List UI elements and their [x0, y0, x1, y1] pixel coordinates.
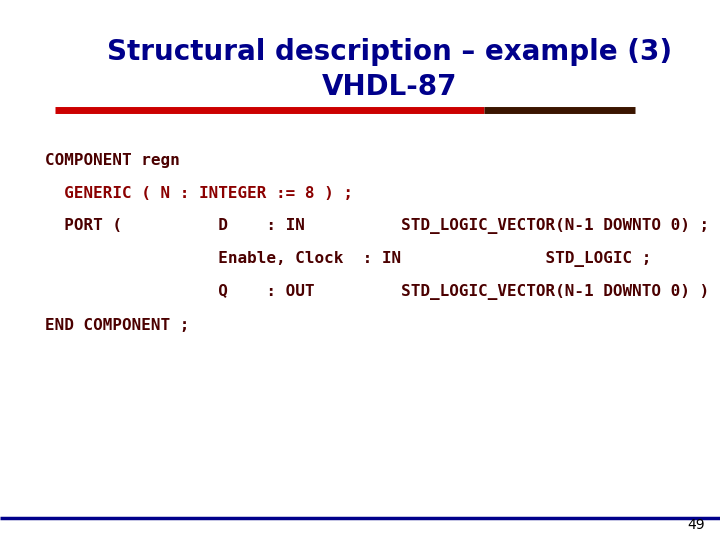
- Text: PORT (          D    : IN          STD_LOGIC_VECTOR(N-1 DOWNTO 0) ;: PORT ( D : IN STD_LOGIC_VECTOR(N-1 DOWNT…: [45, 218, 709, 234]
- Text: Q    : OUT         STD_LOGIC_VECTOR(N-1 DOWNTO 0) ) ;: Q : OUT STD_LOGIC_VECTOR(N-1 DOWNTO 0) )…: [45, 284, 720, 300]
- Text: Structural description – example (3): Structural description – example (3): [107, 38, 672, 66]
- Text: END COMPONENT ;: END COMPONENT ;: [45, 318, 189, 333]
- Text: Enable, Clock  : IN               STD_LOGIC ;: Enable, Clock : IN STD_LOGIC ;: [45, 251, 652, 267]
- Text: VHDL-87: VHDL-87: [323, 73, 458, 101]
- Text: 49: 49: [688, 518, 705, 532]
- Text: COMPONENT regn: COMPONENT regn: [45, 152, 180, 167]
- Text: GENERIC ( N : INTEGER := 8 ) ;: GENERIC ( N : INTEGER := 8 ) ;: [45, 186, 353, 200]
